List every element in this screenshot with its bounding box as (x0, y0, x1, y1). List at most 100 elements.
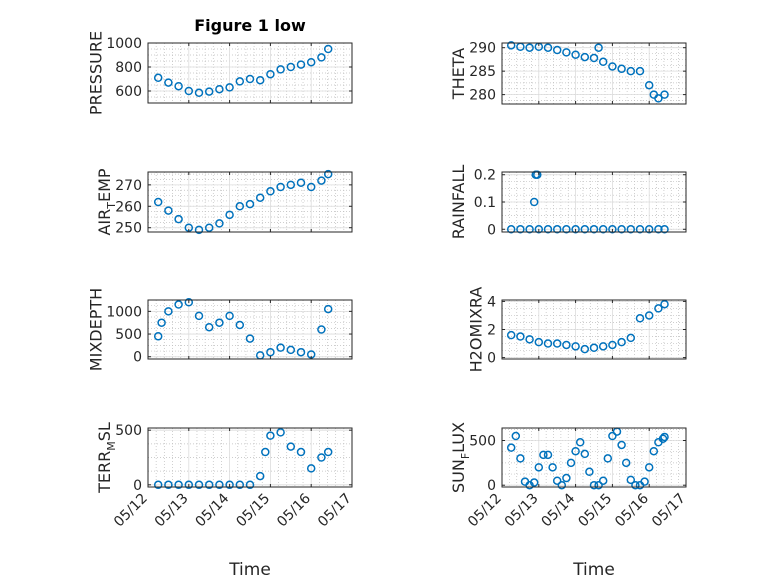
terr-msl-data-series (153, 428, 333, 490)
y-tick-label: 280 (469, 88, 496, 104)
data-point (626, 225, 636, 234)
data-point (608, 225, 617, 234)
data-point (594, 43, 603, 52)
y-label-subscript: M (105, 441, 118, 451)
data-point (317, 453, 326, 462)
data-point (511, 431, 521, 441)
data-point (194, 225, 204, 235)
data-point (225, 83, 234, 92)
data-point (635, 66, 645, 76)
data-point (548, 463, 557, 472)
data-point (644, 225, 654, 234)
data-point (654, 304, 663, 313)
data-point (525, 335, 534, 344)
data-point (164, 78, 173, 87)
data-point (635, 314, 645, 323)
data-point (533, 170, 542, 179)
data-point (543, 450, 553, 460)
data-point (286, 62, 296, 72)
y-tick-label: 1000 (106, 304, 142, 320)
data-point (585, 467, 594, 477)
data-point (566, 458, 576, 468)
data-point (194, 480, 204, 490)
h2omixra-major-grid (502, 300, 686, 359)
data-point (516, 454, 525, 463)
data-point (174, 480, 183, 490)
data-point (245, 199, 255, 209)
data-point (598, 342, 608, 351)
data-point (245, 480, 255, 490)
data-point (506, 443, 516, 452)
data-point (174, 300, 183, 309)
sun-flux-data-series (506, 427, 669, 490)
data-point (204, 87, 214, 96)
data-point (626, 333, 636, 343)
data-point (644, 311, 654, 320)
y-label-text: SL (95, 422, 114, 441)
data-point (644, 463, 654, 472)
sun-flux-axes-box (501, 427, 687, 488)
mixdepth-y-axis-label: MIXDEPTH (87, 288, 106, 371)
y-label-text: LUX (449, 422, 468, 453)
data-point (626, 475, 636, 485)
data-point (571, 225, 580, 234)
y-tick-label: 500 (115, 423, 142, 439)
x-axis-label: Time (572, 560, 615, 580)
y-tick-label: 500 (469, 434, 496, 450)
data-point (174, 214, 183, 224)
y-tick-label: 1000 (106, 36, 142, 52)
data-point (516, 332, 525, 341)
y-tick-label: 0 (487, 351, 496, 367)
data-point (306, 464, 316, 473)
y-label-text: EMP (95, 168, 114, 202)
data-point (215, 219, 224, 228)
data-point (215, 84, 224, 94)
data-point (552, 476, 562, 485)
data-point (562, 48, 571, 57)
data-point (286, 442, 296, 451)
data-point (225, 480, 234, 490)
data-point (660, 299, 669, 309)
data-point (660, 90, 669, 99)
data-point (644, 80, 654, 90)
y-tick-label: 2 (487, 323, 496, 339)
theta-major-grid (502, 43, 686, 104)
data-point (617, 440, 626, 450)
data-point (194, 88, 204, 98)
data-point (626, 66, 636, 76)
data-point (323, 44, 333, 54)
sun-flux-axes-background (502, 428, 686, 487)
data-point (286, 345, 296, 355)
y-label-text: AIR (95, 209, 114, 236)
data-point (640, 477, 649, 486)
data-point (617, 337, 626, 347)
data-point (571, 50, 580, 59)
data-point (594, 480, 603, 490)
data-point (552, 45, 562, 55)
data-point (164, 206, 173, 215)
data-point (255, 75, 265, 85)
data-point (617, 64, 626, 74)
data-point (245, 334, 255, 343)
data-point (580, 225, 590, 234)
data-point (598, 476, 608, 485)
data-point (317, 176, 326, 185)
data-point (164, 307, 173, 316)
y-tick-label: 500 (115, 327, 142, 343)
data-point (261, 447, 270, 457)
theta-axes-box (501, 42, 687, 105)
data-point (539, 450, 548, 460)
data-point (296, 178, 306, 187)
y-tick-label: 0 (133, 350, 142, 366)
figure-title: Figure 1 low (194, 16, 306, 35)
data-point (571, 342, 580, 351)
rainfall-panel: 0 0.1 0.2 RAINFALL (449, 165, 687, 239)
data-point (506, 41, 516, 50)
data-point (266, 431, 275, 440)
data-point (306, 57, 316, 67)
data-point (276, 343, 285, 352)
data-point (153, 73, 163, 83)
y-tick-label: 4 (487, 294, 496, 310)
